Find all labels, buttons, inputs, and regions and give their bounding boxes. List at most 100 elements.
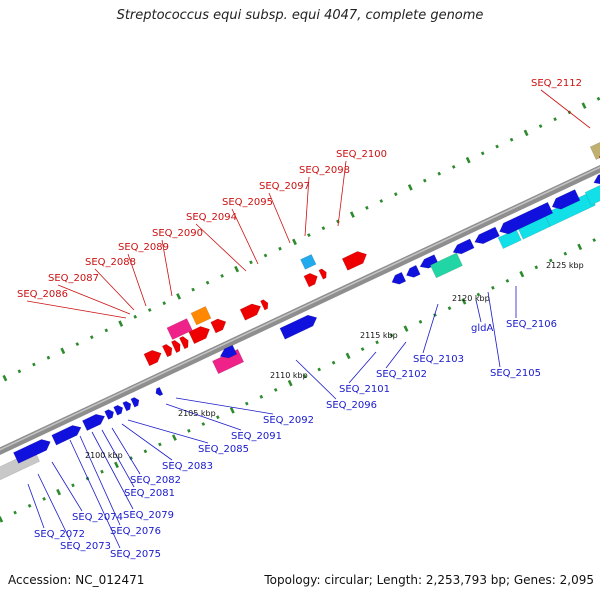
gene-feature (303, 272, 318, 288)
gc-dot-upper (32, 362, 36, 367)
top-gene-label: SEQ_2098 (299, 165, 350, 176)
gc-dot-lower (56, 488, 62, 496)
gc-dot-upper (523, 129, 529, 137)
gc-dot-upper (553, 117, 557, 122)
gc-dot-lower (548, 258, 553, 263)
gene-feature (143, 349, 162, 367)
label-connector (27, 483, 45, 529)
gene-feature (429, 252, 463, 279)
top-gene-label: SEQ_2097 (259, 181, 310, 192)
gene-feature (166, 318, 193, 340)
gc-dot-upper (263, 253, 268, 258)
gene-features (0, 141, 600, 481)
gene-feature (259, 299, 269, 311)
gene-feature (589, 141, 600, 160)
bottom-gene-label: SEQ_2102 (376, 369, 427, 380)
bottom-gene-label: SEQ_2079 (123, 510, 174, 521)
gene-feature (170, 339, 181, 354)
gc-dot-upper (292, 238, 297, 246)
bottom-gene-label: SEQ_2072 (34, 529, 85, 540)
gc-dot-upper (581, 102, 587, 109)
gc-dot-lower (143, 449, 148, 454)
gc-dot-lower (201, 422, 206, 426)
gc-dot-lower (100, 469, 104, 474)
gc-dot-lower (187, 428, 191, 433)
gene-feature (81, 413, 106, 431)
top-gene-label: SEQ_2089 (118, 242, 169, 253)
gc-dot-upper (437, 171, 442, 176)
gc-dot-lower (331, 360, 336, 365)
gc-dot-upper (321, 226, 326, 231)
gc-dot-lower (71, 483, 75, 488)
bottom-gene-label: SEQ_2091 (231, 431, 282, 442)
gc-dot-upper (147, 308, 152, 312)
gene-feature (584, 185, 600, 206)
gene-feature (155, 386, 164, 397)
gene-feature (122, 400, 132, 412)
gc-dot-lower (27, 503, 32, 508)
gc-dot-lower (171, 434, 177, 441)
backbone-strip (0, 164, 600, 456)
genome-summary-text: Topology: circular; Length: 2,253,793 bp… (264, 573, 594, 587)
label-connector (385, 341, 407, 369)
gc-dot-upper (176, 293, 182, 300)
bottom-gene-label: SEQ_2073 (60, 541, 111, 552)
label-connector (165, 403, 242, 431)
gene-labels: SEQ_2086 SEQ_2087 SEQ_2088 SEQ_2089 SEQ_2090… (17, 78, 582, 560)
gene-feature (104, 409, 115, 420)
top-gene-label: SEQ_2086 (17, 289, 68, 300)
gene-feature (593, 174, 600, 185)
gc-dot-lower (461, 298, 467, 305)
gc-dot-lower (389, 333, 394, 338)
gc-dot-upper (480, 151, 485, 156)
label-connector (91, 431, 134, 510)
gene-feature (499, 201, 554, 235)
gc-dot-lower (447, 306, 452, 311)
gc-dot-lower (259, 394, 264, 399)
label-connector (127, 253, 147, 307)
gene-feature (113, 404, 124, 416)
label-connector (121, 423, 173, 461)
bottom-gene-label: SEQ_2106 (506, 319, 557, 330)
label-connector (175, 397, 274, 415)
gc-dot-lower (592, 238, 597, 243)
gc-dot-upper (220, 273, 224, 278)
top-gene-label: SEQ_2090 (152, 228, 203, 239)
top-gene-label: SEQ_2112 (531, 78, 582, 89)
bottom-gene-label: SEQ_2083 (162, 461, 213, 472)
gene-feature (51, 425, 82, 446)
gene-feature (452, 238, 475, 255)
gc-dot-lower (114, 461, 119, 469)
gc-dot-upper (422, 178, 427, 183)
label-connector (195, 223, 247, 272)
gc-dot-upper (162, 301, 167, 306)
gc-dot-upper (451, 164, 456, 169)
gene-feature (279, 314, 318, 340)
gc-dot-upper (495, 144, 499, 149)
gc-dot-lower (158, 442, 162, 447)
label-connector (79, 435, 121, 526)
gc-dot-lower (403, 325, 409, 332)
gc-dot-lower (505, 278, 510, 283)
gene-feature (300, 254, 317, 270)
gc-dot-upper (17, 369, 22, 374)
gc-dot-upper (191, 287, 195, 292)
top-gene-label: SEQ_2088 (85, 257, 136, 268)
scale-ticks: 2100 kbp 2105 kbp 2110 kbp 2115 kbp 2120 kbp… (85, 261, 584, 460)
gc-dot-lower (42, 496, 46, 501)
gene-feature (405, 264, 421, 278)
bottom-gene-label: SEQ_2075 (110, 549, 161, 560)
gc-dot-lower (345, 352, 351, 360)
gc-dot-upper (89, 335, 94, 340)
gc-dot-lower (273, 387, 278, 392)
label-connector (304, 176, 310, 237)
label-connector (268, 192, 291, 244)
tick-label: 2100 kbp (85, 451, 123, 460)
gene-feature (13, 439, 51, 464)
gc-dot-upper (234, 265, 240, 273)
gc-dot-lower (317, 367, 322, 372)
gc-dot-lower (229, 407, 235, 414)
gc-dot-lower (563, 251, 568, 256)
gc-dot-upper (46, 355, 51, 360)
gc-dot-upper (2, 374, 8, 382)
